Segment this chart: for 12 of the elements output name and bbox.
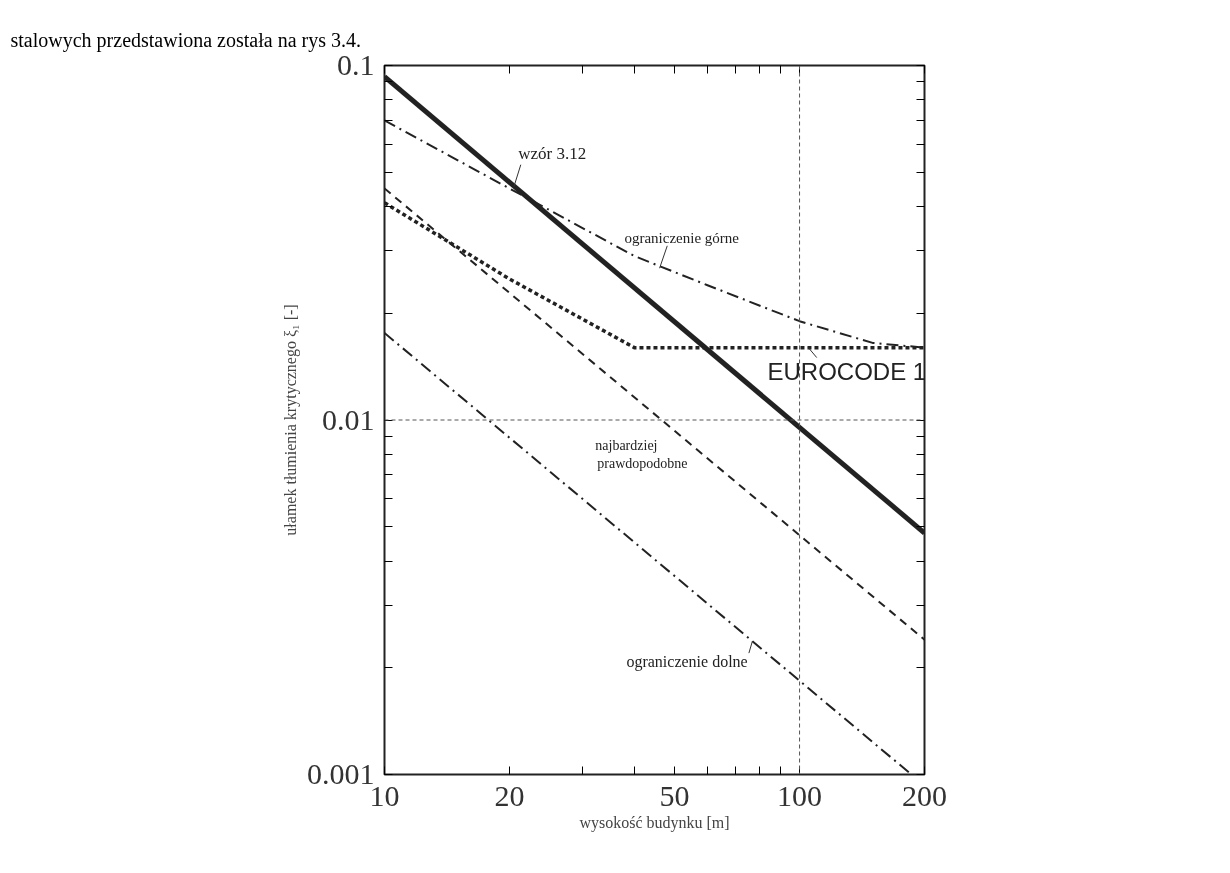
x-tick-label: 200 <box>902 778 947 812</box>
x-tick-label: 50 <box>659 778 690 812</box>
series-label: wzór 3.12 <box>518 144 587 164</box>
x-axis-title: wysokość budynku [m] <box>579 813 730 832</box>
x-tick-label: 100 <box>777 778 823 812</box>
y-axis-title: ułamek tłumienia krytycznego ξ₁ [-] <box>282 304 300 536</box>
series-label: ograniczenie górne <box>624 229 740 246</box>
x-tick-label: 20 <box>494 778 525 812</box>
series-label: ograniczenie dolne <box>626 653 748 672</box>
y-tick-label: 0.01 <box>322 402 375 436</box>
series-label: EUROCODE 1 <box>767 357 927 385</box>
series-label: najbardziej prawdopodobne <box>595 437 688 471</box>
